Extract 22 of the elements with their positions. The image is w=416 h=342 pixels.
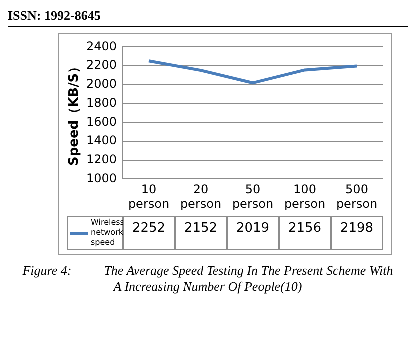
x-tick-label: 100 person — [284, 182, 326, 211]
y-tick-label: 1000 — [86, 171, 117, 186]
x-tick-label: 20 person — [180, 182, 222, 211]
y-tick-label: 1200 — [86, 152, 117, 166]
data-label: 2019 — [227, 216, 279, 250]
data-label: 2156 — [279, 216, 331, 250]
y-tick-label: 1400 — [86, 134, 117, 148]
data-label: 2252 — [123, 216, 175, 250]
data-label: 2152 — [175, 216, 227, 250]
y-tick-label: 2400 — [86, 39, 117, 54]
data-label: 2198 — [331, 216, 383, 250]
y-tick-label: 1600 — [86, 114, 117, 129]
y-tick-label: 2000 — [86, 77, 117, 92]
y-tick-label: 1800 — [86, 96, 117, 110]
x-tick-label: 500 person — [336, 182, 378, 211]
x-tick-label: 10 person — [128, 182, 170, 211]
y-tick-label: 2200 — [86, 58, 117, 72]
text: ISSN: 1992-8645 — [8, 8, 408, 27]
caption: Figure 4: The Average Speed Testing In The Present Scheme With A Increasing Number Of People(10) — [22, 263, 394, 295]
legend-label: Wireless network speed — [91, 218, 124, 248]
x-tick-label: 50 person — [232, 182, 274, 211]
y-axis-title: Speed（KB/S） — [67, 60, 82, 166]
